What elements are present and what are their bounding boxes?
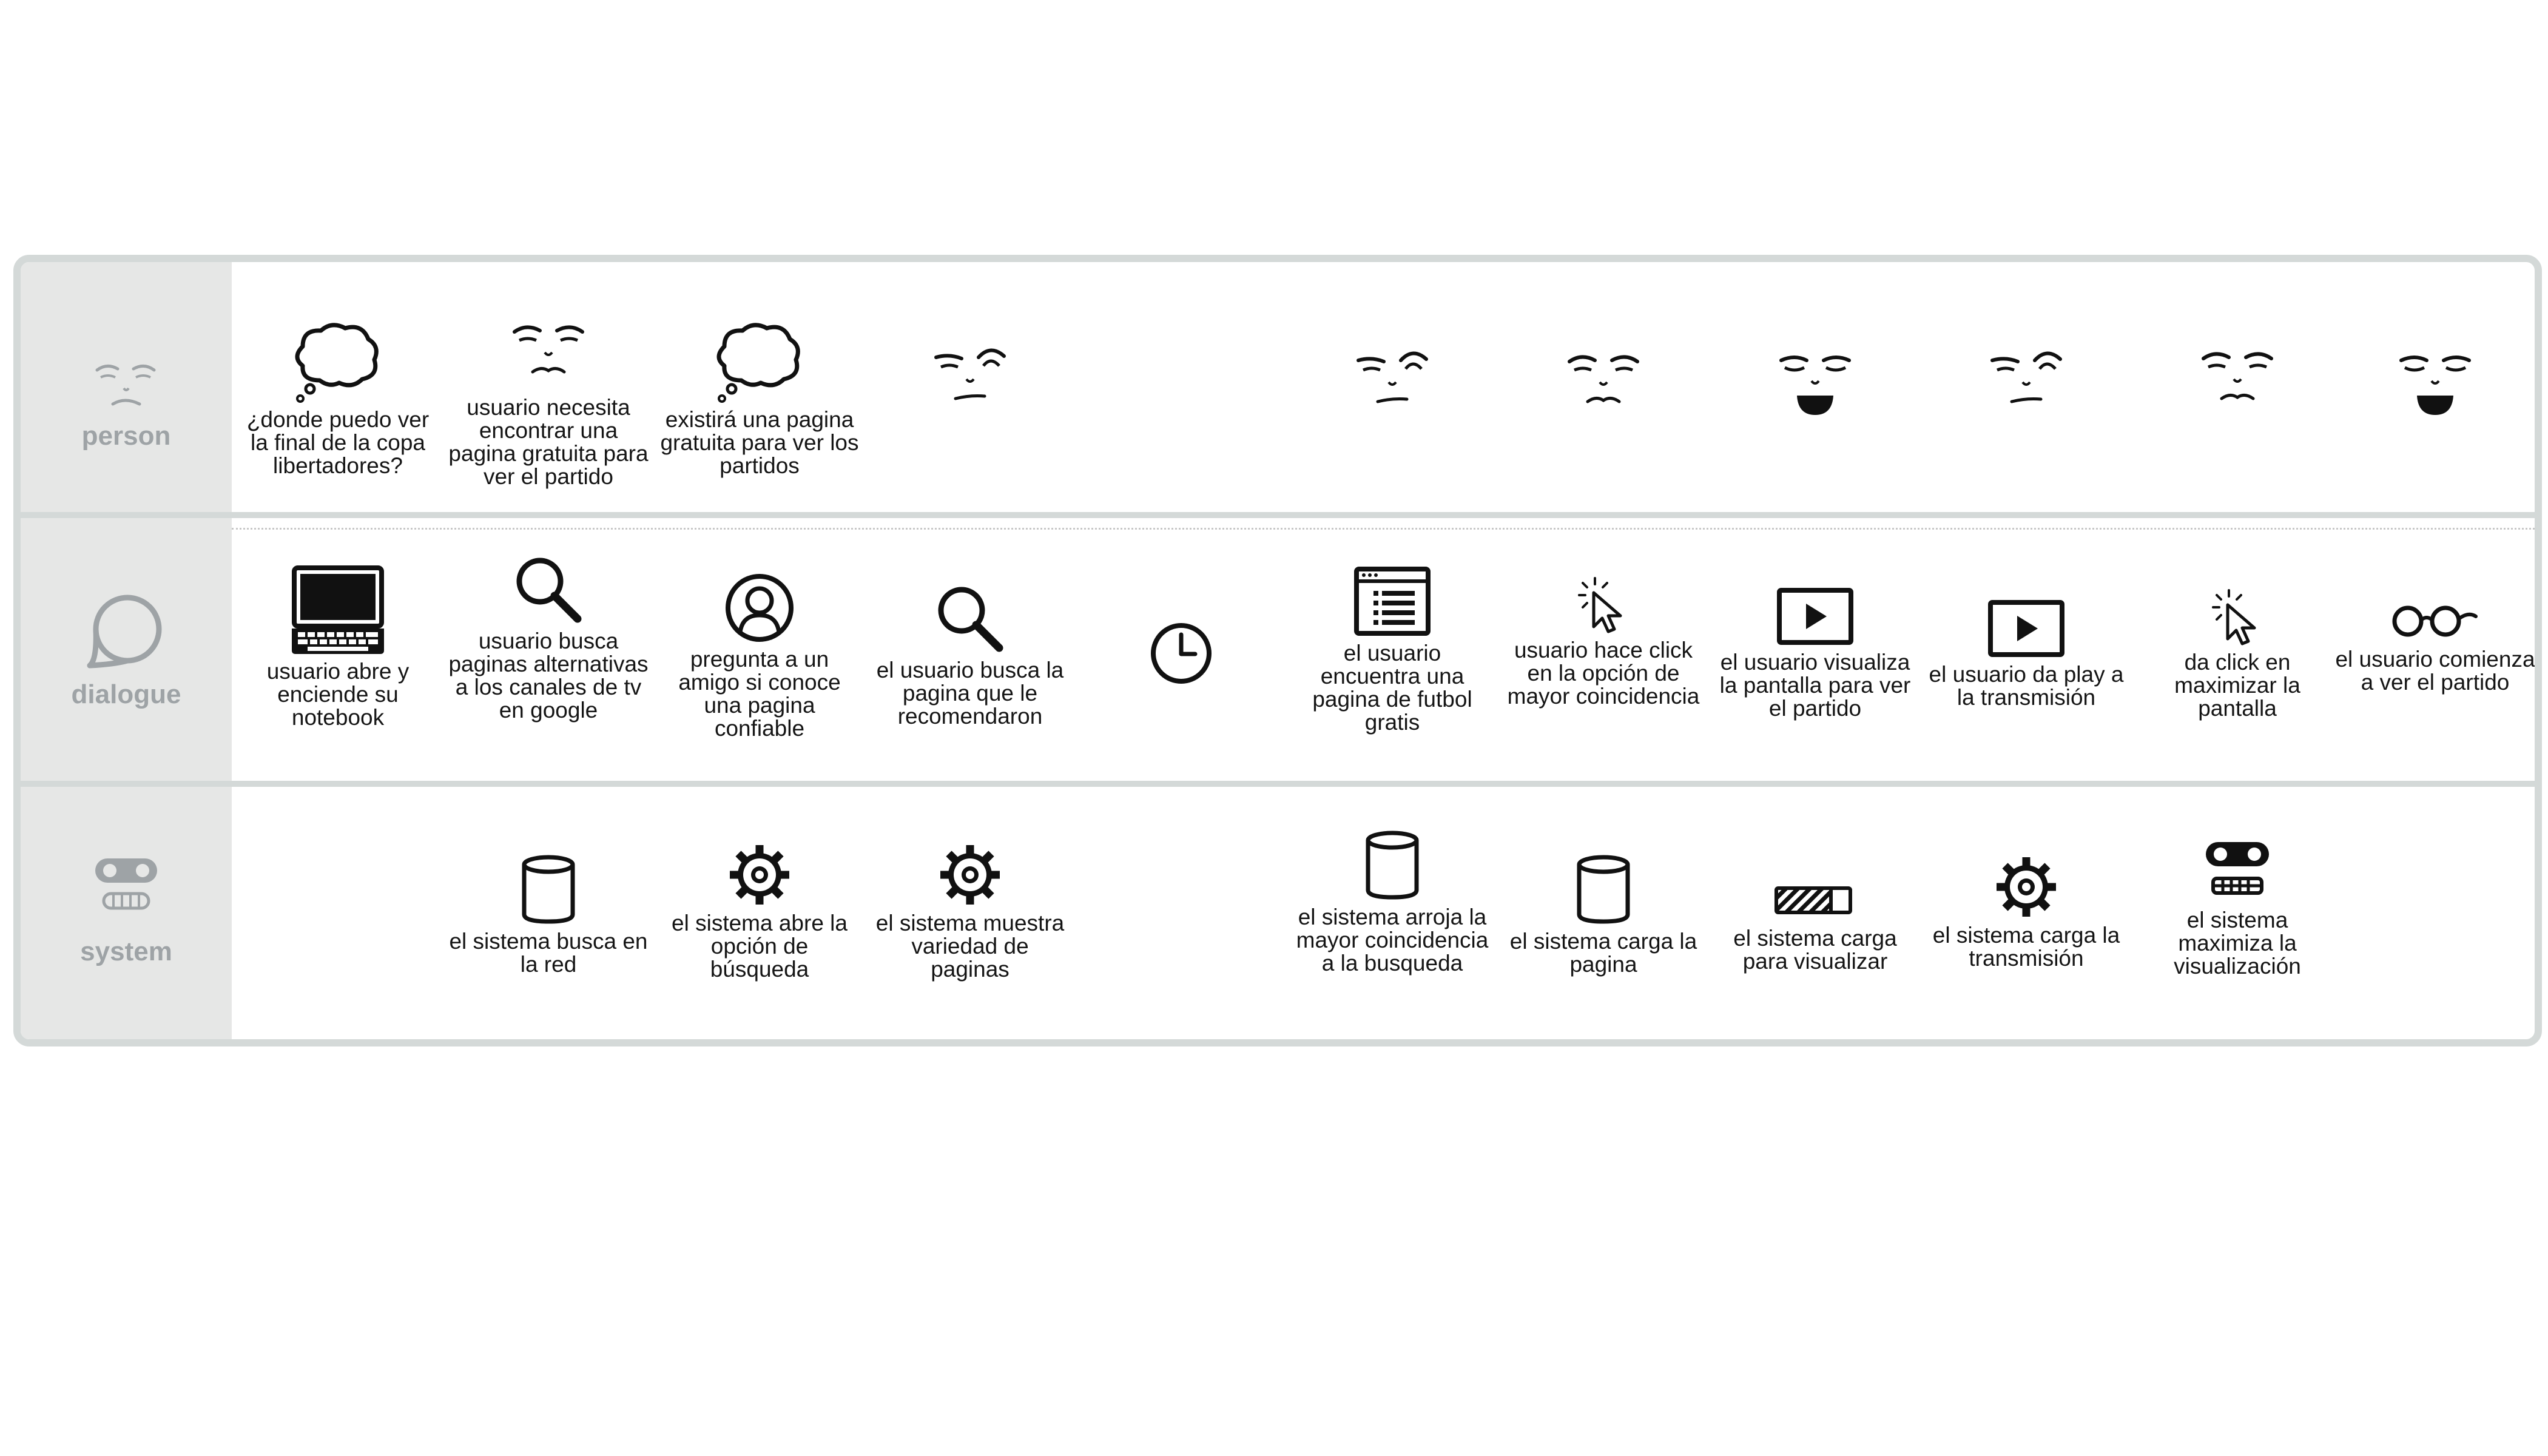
step-text: el usuario encuentra una pagina de futbo… [1312, 641, 1472, 735]
step-text: ¿donde puedo ver la final de la copa lib… [246, 407, 430, 478]
person-face-icon [95, 365, 156, 406]
step-text: el usuario busca la pagina que le recome… [876, 658, 1064, 729]
dialogue-step: usuario hace click en la opción de mayor… [1503, 575, 1704, 708]
step-text: el usuario visualiza la pantalla para ve… [1719, 650, 1911, 721]
step-text: el usuario comienza a ver el partido [2335, 647, 2535, 695]
dialogue-step [1081, 620, 1281, 687]
step-text: el sistema carga la transmisión [1932, 923, 2120, 971]
step-text: el sistema carga la pagina [1509, 929, 1697, 977]
step-text: usuario abre y enciende su notebook [266, 659, 410, 730]
loading-bar-icon [1774, 886, 1852, 914]
step-text: el sistema maximiza la visualización [2174, 908, 2301, 979]
dialogue-step: el usuario encuentra una pagina de futbo… [1292, 565, 1492, 734]
step-text: usuario necesita encontrar una pagina gr… [448, 395, 649, 489]
row-label-dialogue: dialogue [71, 679, 181, 709]
step-text: el sistema muestra variedad de paginas [875, 911, 1065, 982]
step-text: el sistema busca en la red [449, 929, 648, 977]
gear-icon [1997, 857, 2056, 917]
system-step: el sistema carga la pagina [1503, 854, 1704, 976]
cursor-click-icon [1578, 577, 1622, 633]
row-divider [21, 781, 2535, 787]
system-step: el sistema carga la transmisión [1926, 854, 2126, 970]
dialogue-step: usuario abre y enciende su notebook [238, 565, 438, 729]
clock-icon [1151, 623, 1212, 684]
dialogue-step: el usuario busca la pagina que le recome… [870, 582, 1070, 728]
dialogue-step: el usuario da play a la transmisión [1926, 599, 2126, 709]
browser-list-icon [1354, 567, 1431, 636]
system-step: el sistema maximiza la visualización [2137, 838, 2337, 978]
neutral-face-icon [1568, 355, 1639, 403]
database-icon [1577, 855, 1630, 924]
skeptical-face-icon [1357, 351, 1428, 403]
gear-icon [730, 845, 789, 905]
robot-icon [2206, 842, 2269, 895]
dialogue-step: usuario busca paginas alternativas a los… [448, 553, 649, 722]
laptop-icon [292, 565, 384, 654]
thought-bubble-icon [716, 323, 800, 403]
system-step: el sistema abre la opción de búsqueda [659, 841, 860, 981]
step-text: usuario busca paginas alternativas a los… [448, 629, 649, 723]
person-step [2137, 344, 2337, 411]
robot-icon [95, 858, 157, 910]
row-divider [21, 512, 2535, 518]
step-text: el sistema abre la opción de búsqueda [672, 911, 848, 982]
person-step: ¿donde puedo ver la final de la copa lib… [238, 320, 438, 477]
dialogue-step: da click en maximizar la pantalla [2137, 587, 2337, 720]
step-text: usuario hace click en la opción de mayor… [1507, 638, 1700, 709]
happy-face-icon [2399, 356, 2471, 415]
person-step [1926, 347, 2126, 414]
dialogue-step: el usuario visualiza la pantalla para ve… [1715, 587, 1915, 720]
cursor-click-icon [2212, 589, 2256, 645]
person-step [870, 344, 1070, 411]
person-step: existirá una pagina gratuita para ver lo… [659, 320, 860, 477]
step-text: da click en maximizar la pantalla [2174, 650, 2300, 721]
system-step: el sistema muestra variedad de paginas [870, 841, 1070, 981]
journey-map: person dialogue system ¿donde puedo ver … [13, 255, 2542, 1046]
dialogue-step: pregunta a un amigo si conoce una pagina… [659, 571, 860, 740]
system-step: el sistema busca en la red [448, 854, 649, 976]
speech-bubble-icon [87, 595, 162, 669]
search-icon [938, 587, 1003, 652]
user-circle-icon [726, 574, 794, 642]
play-icon [1988, 600, 2064, 657]
search-icon [516, 558, 582, 623]
step-text: pregunta a un amigo si conoce una pagina… [678, 647, 841, 741]
person-step: usuario necesita encontrar una pagina gr… [448, 314, 649, 488]
person-step [2335, 347, 2535, 420]
dotted-divider [232, 528, 2535, 530]
person-step [1292, 347, 1492, 414]
play-icon [1777, 588, 1853, 645]
skeptical-face-icon [934, 348, 1006, 400]
database-icon [522, 855, 575, 924]
neutral-face-icon [513, 325, 584, 374]
system-step: el sistema carga para visualizar [1715, 875, 1915, 973]
system-step: el sistema arroja la mayor coincidencia … [1292, 829, 1492, 975]
person-step [1715, 347, 1915, 420]
row-label-system: system [80, 937, 172, 966]
thought-bubble-icon [295, 323, 379, 403]
step-text: el usuario da play a la transmisión [1929, 662, 2124, 710]
gear-icon [940, 845, 1000, 905]
step-text: existirá una pagina gratuita para ver lo… [660, 407, 859, 478]
glasses-icon [2392, 605, 2478, 637]
dialogue-step: el usuario comienza a ver el partido [2335, 596, 2535, 694]
step-text: el sistema arroja la mayor coincidencia … [1296, 905, 1489, 976]
happy-face-icon [1779, 356, 1851, 415]
row-label-person: person [81, 421, 171, 451]
person-step [1503, 347, 1704, 414]
step-text: el sistema carga para visualizar [1733, 926, 1897, 974]
neutral-face-icon [2202, 352, 2273, 400]
database-icon [1366, 831, 1419, 900]
skeptical-face-icon [1990, 351, 2062, 403]
